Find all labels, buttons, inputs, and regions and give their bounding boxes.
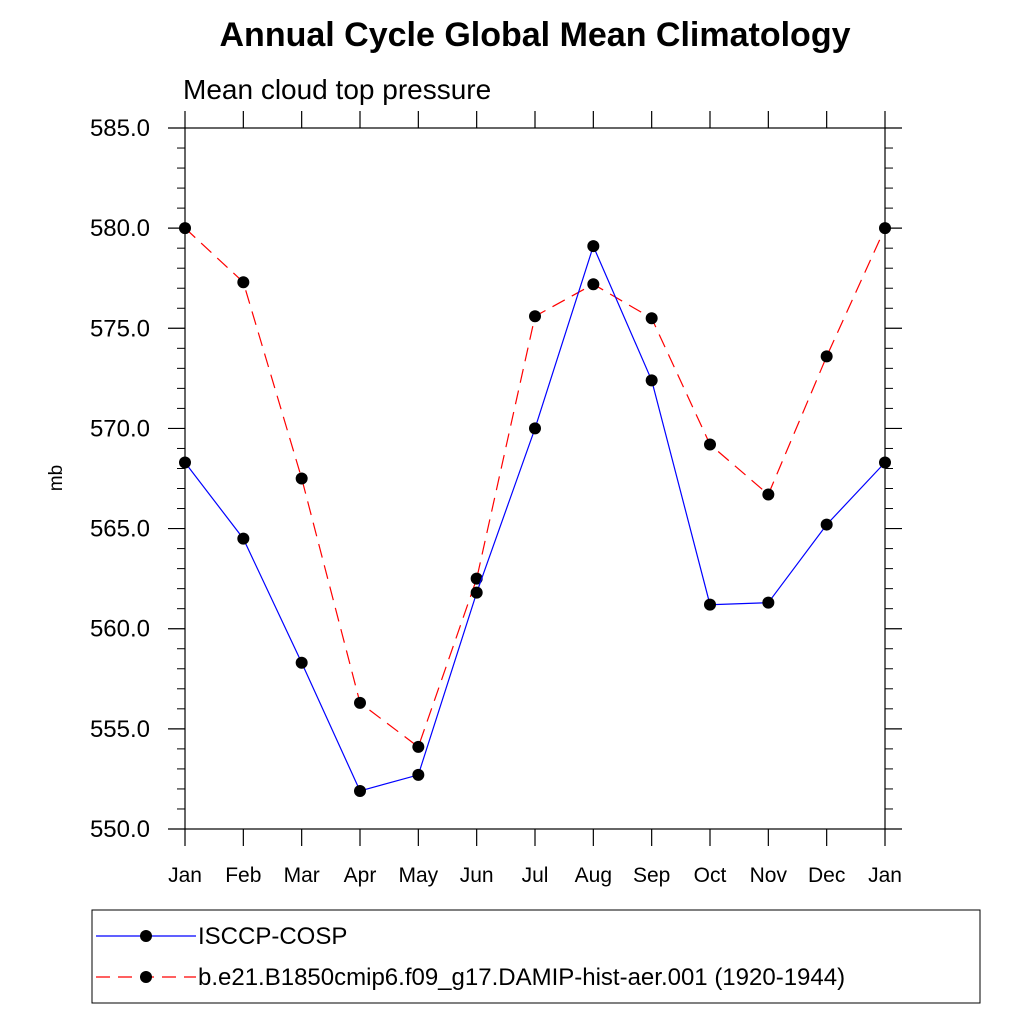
series-0-point — [762, 596, 775, 609]
series-1-point — [879, 222, 891, 235]
x-tick-label: Aug — [575, 864, 612, 887]
x-tick-label: May — [398, 864, 438, 887]
x-tick-label: Oct — [694, 864, 727, 887]
series-1-point — [820, 350, 833, 363]
legend-label-1: b.e21.B1850cmip6.f09_g17.DAMIP-hist-aer.… — [198, 964, 845, 991]
series-1-point — [237, 276, 250, 289]
x-tick-label: Feb — [225, 864, 261, 887]
y-tick-label: 570.0 — [90, 415, 150, 442]
y-tick-label: 575.0 — [90, 315, 150, 342]
series-0-point — [237, 532, 250, 545]
series-0-point — [295, 656, 308, 669]
x-tick-label: Dec — [808, 864, 845, 887]
series-1-point — [529, 310, 541, 323]
x-tick-label: Mar — [284, 864, 320, 887]
series-layer — [179, 222, 891, 797]
plot-frame — [184, 127, 886, 830]
chart-subtitle: Mean cloud top pressure — [183, 74, 491, 105]
legend-label-0: ISCCP-COSP — [198, 923, 347, 950]
series-1-point — [470, 572, 483, 585]
series-1-point — [645, 312, 658, 325]
y-tick-label: 560.0 — [90, 616, 150, 643]
chart-title: Annual Cycle Global Mean Climatology — [220, 16, 851, 54]
series-0-point — [470, 586, 483, 599]
x-tick-label: Jan — [168, 864, 202, 887]
y-tick-label: 555.0 — [90, 716, 150, 743]
x-tick-label: Apr — [344, 864, 377, 887]
legend-marker-1 — [140, 971, 152, 983]
y-tick-label: 565.0 — [90, 516, 150, 543]
series-line-1 — [184, 227, 886, 748]
series-0-point — [879, 456, 891, 469]
series-0-point — [820, 518, 833, 531]
series-line-0 — [184, 244, 886, 792]
series-1-point — [412, 740, 425, 753]
series-0-point — [529, 422, 541, 435]
series-1-point — [587, 278, 600, 291]
x-tick-labels: Jan Feb Mar Apr May Jun Jul Aug Sep Oct Nov Dec Jan — [168, 864, 902, 887]
series-0-point — [704, 598, 716, 611]
y-tick-label: 550.0 — [90, 816, 150, 843]
legend-marker-0 — [140, 930, 152, 942]
x-tick-label: Nov — [750, 864, 788, 887]
y-tick-label: 585.0 — [90, 115, 150, 142]
series-1-point — [295, 472, 308, 485]
x-tick-label: Jul — [522, 864, 549, 887]
series-0-point — [412, 768, 425, 781]
series-1-point — [354, 696, 366, 709]
series-1-point — [704, 438, 716, 451]
series-0-point — [179, 456, 191, 469]
y-tick-label: 580.0 — [90, 215, 150, 242]
axis-ticks — [168, 111, 902, 846]
series-0-point — [645, 374, 658, 387]
legend: ISCCP-COSP b.e21.B1850cmip6.f09_g17.DAMIP… — [96, 923, 845, 991]
legend-box — [91, 909, 981, 1004]
y-axis-label: mb — [46, 465, 67, 491]
series-0-point — [354, 784, 366, 797]
x-tick-label: Sep — [633, 864, 670, 887]
x-tick-label: Jun — [460, 864, 494, 887]
y-tick-labels: 550.0 555.0 560.0 565.0 570.0 575.0 580.0 585.0 — [90, 115, 150, 843]
series-1-point — [179, 222, 191, 235]
series-1-point — [762, 488, 775, 501]
x-tick-label: Jan — [868, 864, 902, 887]
series-0-point — [587, 240, 600, 253]
